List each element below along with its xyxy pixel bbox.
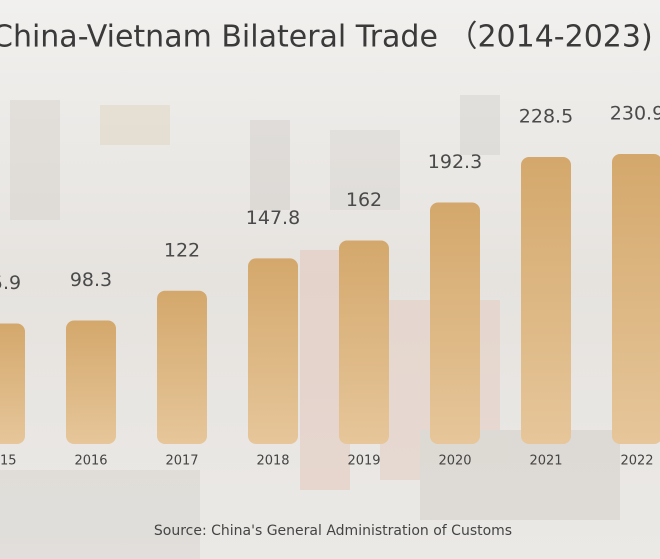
bar — [612, 154, 660, 444]
source: Source: China's General Administration o… — [154, 523, 512, 539]
bar — [248, 258, 298, 444]
bar — [521, 157, 571, 445]
value-label: 95.9 — [0, 272, 21, 294]
bar — [0, 323, 25, 444]
x-tick-label: 2018 — [256, 454, 289, 469]
bar — [66, 320, 116, 444]
value-label: 98.3 — [70, 269, 112, 291]
x-tick-label: 2016 — [74, 454, 107, 469]
x-tick-label: 2020 — [438, 454, 471, 469]
value-label: 230.9 — [610, 103, 660, 125]
bar — [339, 240, 389, 444]
value-label: 228.5 — [519, 106, 573, 128]
value-label: 147.8 — [246, 207, 300, 229]
x-tick-label: 2021 — [529, 454, 562, 469]
x-tick-label: 2017 — [165, 454, 198, 469]
city-backdrop — [0, 95, 620, 559]
bar — [430, 202, 480, 444]
x-tick-label: 2015 — [0, 454, 17, 469]
value-label: 122 — [164, 239, 200, 261]
x-tick-label: 2019 — [347, 454, 380, 469]
chart-title: China-Vietnam Bilateral Trade （2014-2023… — [0, 20, 653, 55]
value-label: 192.3 — [428, 151, 482, 173]
x-tick-label: 2022 — [620, 454, 653, 469]
bar — [157, 290, 207, 444]
value-label: 162 — [346, 189, 382, 211]
